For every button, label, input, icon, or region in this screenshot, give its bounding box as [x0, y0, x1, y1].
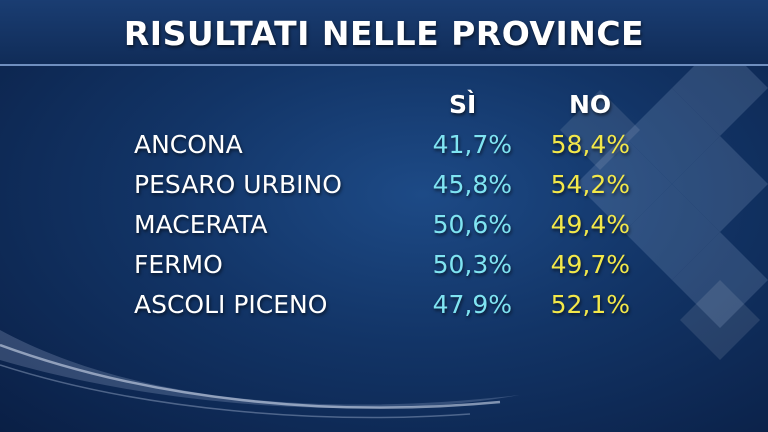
table-row: ASCOLI PICENO 47,9% 52,1% — [0, 286, 768, 326]
si-value: 45,8% — [432, 170, 512, 199]
province-name: MACERATA — [134, 210, 268, 239]
si-value: 41,7% — [432, 130, 512, 159]
province-name: FERMO — [134, 250, 223, 279]
province-name: PESARO URBINO — [134, 170, 342, 199]
page-title: RISULTATI NELLE PROVINCE — [123, 14, 645, 53]
table-row: FERMO 50,3% 49,7% — [0, 246, 768, 286]
no-value: 54,2% — [550, 170, 630, 199]
table-row: PESARO URBINO 45,8% 54,2% — [0, 166, 768, 206]
results-table: ANCONA 41,7% 58,4% PESARO URBINO 45,8% 5… — [0, 126, 768, 326]
no-value: 49,4% — [550, 210, 630, 239]
province-name: ASCOLI PICENO — [134, 290, 328, 319]
si-value: 50,6% — [432, 210, 512, 239]
column-header-no: NO — [569, 90, 612, 119]
no-value: 52,1% — [550, 290, 630, 319]
si-value: 50,3% — [432, 250, 512, 279]
column-header-si: SÌ — [449, 90, 477, 119]
province-name: ANCONA — [134, 130, 243, 159]
si-value: 47,9% — [432, 290, 512, 319]
no-value: 49,7% — [550, 250, 630, 279]
title-bar: RISULTATI NELLE PROVINCE — [0, 0, 768, 66]
table-row: ANCONA 41,7% 58,4% — [0, 126, 768, 166]
no-value: 58,4% — [550, 130, 630, 159]
table-row: MACERATA 50,6% 49,4% — [0, 206, 768, 246]
